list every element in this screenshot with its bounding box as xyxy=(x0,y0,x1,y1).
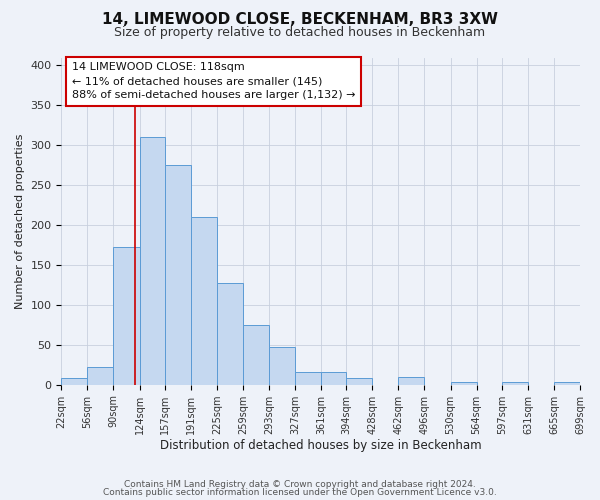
Bar xyxy=(243,325,269,384)
Bar xyxy=(295,372,321,384)
Bar xyxy=(398,376,424,384)
Text: 14, LIMEWOOD CLOSE, BECKENHAM, BR3 3XW: 14, LIMEWOOD CLOSE, BECKENHAM, BR3 3XW xyxy=(102,12,498,28)
Text: Contains public sector information licensed under the Open Government Licence v3: Contains public sector information licen… xyxy=(103,488,497,497)
Bar xyxy=(140,138,165,384)
Bar xyxy=(165,165,191,384)
Bar xyxy=(191,217,217,384)
Text: Size of property relative to detached houses in Beckenham: Size of property relative to detached ho… xyxy=(115,26,485,39)
Bar xyxy=(269,347,295,385)
Y-axis label: Number of detached properties: Number of detached properties xyxy=(15,134,25,309)
Bar xyxy=(451,382,476,384)
Bar xyxy=(502,382,528,384)
Bar xyxy=(321,372,346,384)
Bar xyxy=(88,367,113,384)
Text: 14 LIMEWOOD CLOSE: 118sqm
← 11% of detached houses are smaller (145)
88% of semi: 14 LIMEWOOD CLOSE: 118sqm ← 11% of detac… xyxy=(72,62,355,100)
Bar xyxy=(346,378,373,384)
Bar xyxy=(61,378,88,384)
Bar xyxy=(554,382,580,384)
Bar xyxy=(113,248,140,384)
X-axis label: Distribution of detached houses by size in Beckenham: Distribution of detached houses by size … xyxy=(160,440,482,452)
Bar xyxy=(217,284,243,384)
Text: Contains HM Land Registry data © Crown copyright and database right 2024.: Contains HM Land Registry data © Crown c… xyxy=(124,480,476,489)
